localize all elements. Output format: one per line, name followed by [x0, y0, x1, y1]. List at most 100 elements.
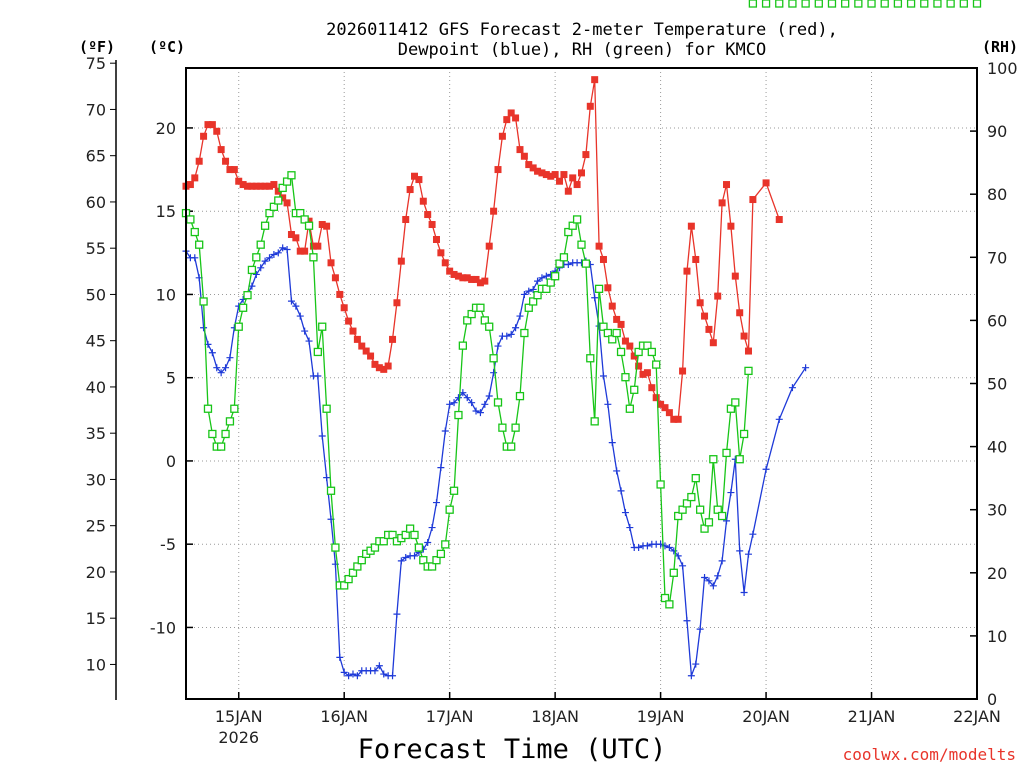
- dewpoint-point: [744, 550, 752, 558]
- rh-point: [515, 391, 525, 401]
- rh-point: [559, 253, 569, 262]
- dewpoint-point: [217, 369, 225, 377]
- temperature-point: [226, 166, 234, 174]
- dewpoint-point: [265, 254, 273, 262]
- rh-point: [485, 322, 494, 331]
- temperature-point: [723, 181, 731, 189]
- rh-point: [489, 354, 498, 363]
- temperature-point: [701, 312, 709, 320]
- rh-point: [867, 0, 876, 8]
- temperature-point: [446, 267, 454, 275]
- rh-point: [186, 215, 195, 224]
- dewpoint-point: [389, 672, 397, 680]
- temperature-point: [274, 187, 282, 195]
- dewpoint-point: [472, 407, 480, 415]
- dewpoint-point: [393, 610, 401, 618]
- celsius-tick-label-2: 10: [156, 285, 176, 304]
- temperature-point: [283, 199, 291, 207]
- temperature-point: [534, 167, 542, 175]
- temperature-point: [679, 367, 687, 375]
- rh-point: [722, 448, 731, 458]
- temperature-point: [217, 146, 225, 154]
- dewpoint-point: [788, 384, 796, 392]
- rh-point: [208, 429, 217, 439]
- rh-point: [590, 417, 599, 426]
- rh-point: [630, 385, 639, 394]
- dewpoint-point: [709, 582, 717, 590]
- chart-title-line-1: 2026011412 GFS Forecast 2-meter Temperat…: [326, 20, 838, 40]
- rh-point: [555, 259, 564, 268]
- rh-point: [480, 316, 489, 325]
- rh-point: [282, 177, 292, 186]
- rh-point: [269, 202, 279, 211]
- temperature-point: [630, 352, 638, 360]
- fahrenheit-tick-label-8: 35: [86, 424, 106, 443]
- rh-tick-label-1: 90: [987, 122, 1007, 141]
- temperature-point: [287, 231, 295, 238]
- temperature-point: [573, 181, 581, 189]
- rh-point: [841, 0, 850, 8]
- rh-point: [564, 227, 573, 237]
- dewpoint-point: [450, 399, 458, 407]
- rh-tick-label-10: 0: [987, 690, 997, 709]
- temperature-point: [538, 169, 546, 177]
- dewpoint-point: [705, 577, 713, 585]
- dewpoint-point: [314, 372, 322, 380]
- temperature-point: [327, 259, 335, 267]
- rh-tick-label-2: 80: [987, 185, 1007, 204]
- dewpoint-point: [454, 394, 462, 402]
- dewpoint-point: [608, 439, 616, 447]
- temperature-point: [204, 121, 212, 129]
- dewpoint-point: [674, 552, 682, 560]
- rh-point: [357, 556, 366, 565]
- temperature-point: [463, 274, 471, 282]
- temperature-point: [714, 292, 722, 300]
- rh-point: [405, 524, 415, 533]
- dewpoint-point: [336, 653, 344, 661]
- temperature-point: [542, 171, 550, 179]
- rh-point: [726, 404, 736, 413]
- fahrenheit-tick-label-9: 30: [86, 470, 106, 489]
- rh-point: [353, 562, 362, 571]
- rh-tick-label-3: 70: [987, 248, 1007, 267]
- credit-text: coolwx.com/modelts: [843, 745, 1016, 764]
- temperature-point: [314, 242, 322, 250]
- time-tick-label-5: 20JAN: [742, 707, 790, 726]
- fahrenheit-tick-label-10: 25: [86, 517, 106, 536]
- rh-point: [700, 524, 709, 533]
- grid-lines: [186, 68, 977, 699]
- temperature-point: [736, 309, 744, 317]
- rh-point: [709, 455, 718, 464]
- fahrenheit-tick-label-5: 50: [86, 285, 106, 304]
- temperature-point: [472, 275, 480, 283]
- rh-point: [814, 0, 823, 8]
- temperature-point: [595, 242, 603, 250]
- dewpoint-point: [279, 244, 287, 252]
- fahrenheit-axis: 75 70 65 60 55 50 45 40 35 30 25 20 15 10: [86, 54, 117, 700]
- time-tick-label-7: 22JAN: [953, 707, 1001, 726]
- rh-point: [946, 0, 955, 8]
- rh-point: [704, 518, 714, 527]
- rh-point: [370, 543, 380, 552]
- rh-point: [278, 183, 287, 193]
- temperature-point: [608, 302, 616, 310]
- dewpoint-point: [494, 342, 502, 350]
- temperature-point: [617, 320, 625, 328]
- temperature-point: [239, 181, 247, 189]
- time-tick-label-4: 19JAN: [637, 707, 685, 726]
- temperature-point: [551, 171, 559, 179]
- time-tick-sublabel-0: 2026: [218, 728, 259, 747]
- plot-frame: [185, 67, 978, 700]
- fahrenheit-tick-label-2: 65: [86, 147, 106, 166]
- dewpoint-point: [626, 524, 634, 532]
- rh-point: [687, 492, 696, 502]
- rh-point: [599, 322, 608, 331]
- rh-point: [893, 0, 903, 8]
- rh-point: [449, 486, 459, 495]
- fahrenheit-tick-label-11: 20: [86, 563, 106, 582]
- rh-tick-label-0: 100: [987, 59, 1018, 78]
- dewpoint-point: [200, 324, 208, 332]
- rh-point: [691, 473, 700, 483]
- temperature-point: [604, 284, 612, 292]
